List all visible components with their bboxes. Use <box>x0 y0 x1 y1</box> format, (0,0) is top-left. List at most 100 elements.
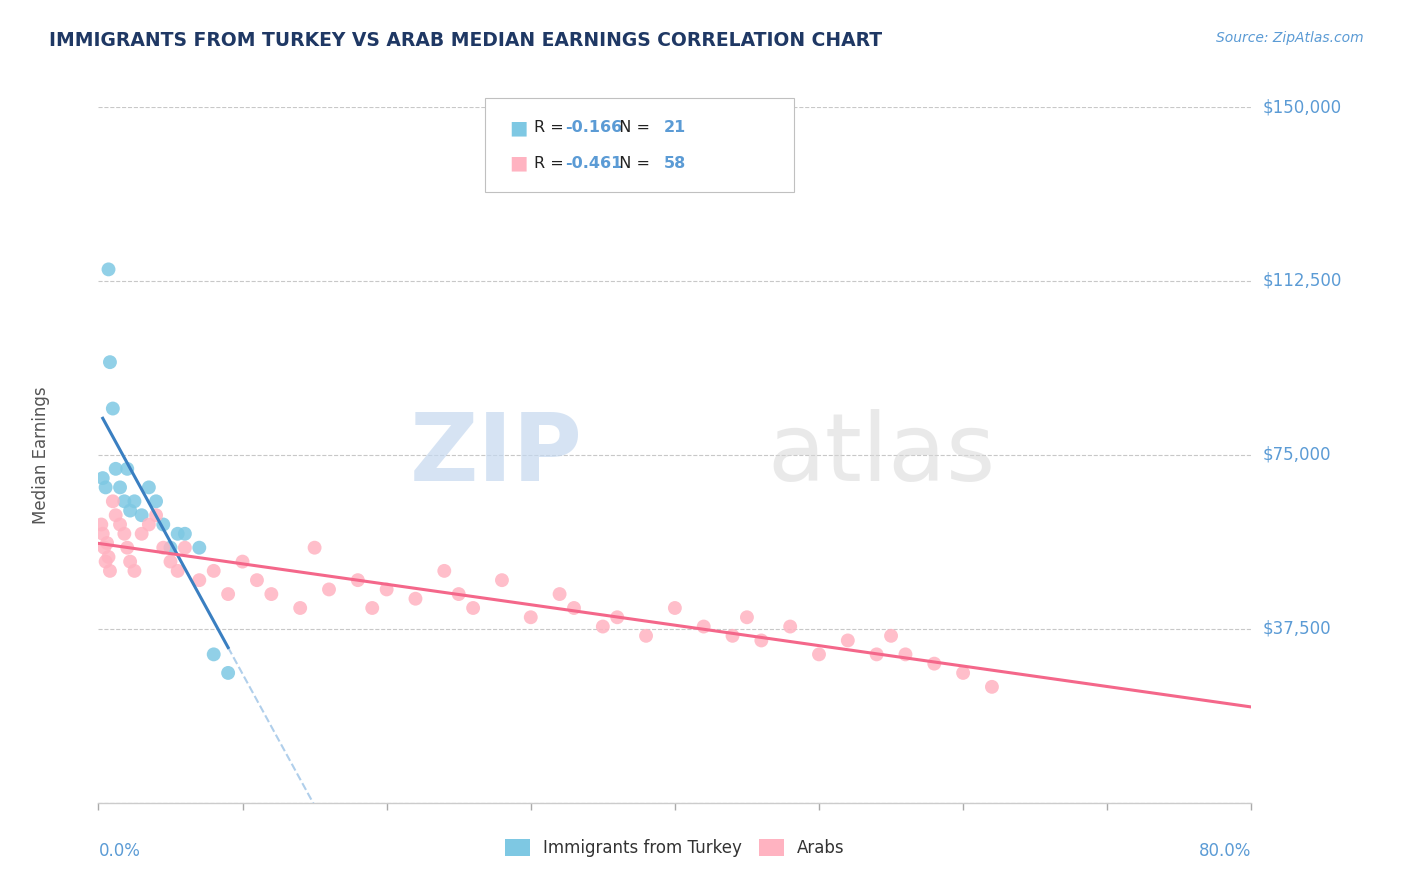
Point <box>735 610 758 624</box>
Point <box>152 541 174 555</box>
Point <box>90 517 112 532</box>
Point <box>174 541 197 555</box>
Text: ■: ■ <box>509 118 527 137</box>
Point <box>117 462 138 476</box>
Point <box>93 541 115 555</box>
Point <box>751 633 773 648</box>
Point <box>97 262 120 277</box>
Point <box>981 680 1004 694</box>
Text: Median Earnings: Median Earnings <box>32 386 49 524</box>
Point <box>548 587 571 601</box>
Point <box>120 503 142 517</box>
Point <box>260 587 283 601</box>
Point <box>924 657 946 671</box>
Point <box>188 541 211 555</box>
Point <box>721 629 744 643</box>
Point <box>174 526 197 541</box>
Point <box>433 564 456 578</box>
Point <box>246 573 269 587</box>
Point <box>124 494 146 508</box>
Point <box>290 601 312 615</box>
Point <box>231 555 254 569</box>
Text: 58: 58 <box>664 156 686 170</box>
Text: $150,000: $150,000 <box>1263 98 1341 116</box>
Point <box>202 564 225 578</box>
Point <box>952 665 974 680</box>
Text: N =: N = <box>609 120 655 135</box>
Point <box>166 564 188 578</box>
Text: R =: R = <box>534 120 569 135</box>
Point <box>562 601 585 615</box>
Point <box>361 601 384 615</box>
Point <box>606 610 628 624</box>
Point <box>636 629 658 643</box>
Point <box>138 517 160 532</box>
Point <box>145 494 167 508</box>
Point <box>865 648 889 662</box>
Point <box>592 619 614 633</box>
Point <box>104 462 127 476</box>
Legend: Immigrants from Turkey, Arabs: Immigrants from Turkey, Arabs <box>498 832 852 864</box>
Point <box>98 564 121 578</box>
Point <box>159 541 181 555</box>
Point <box>94 555 117 569</box>
Point <box>188 573 211 587</box>
Text: ZIP: ZIP <box>409 409 582 501</box>
Text: 0.0%: 0.0% <box>98 842 141 860</box>
Text: -0.166: -0.166 <box>565 120 623 135</box>
Text: atlas: atlas <box>768 409 995 501</box>
Point <box>120 555 142 569</box>
Point <box>491 573 513 587</box>
Point <box>91 526 114 541</box>
Point <box>145 508 167 523</box>
Point <box>880 629 903 643</box>
Point <box>217 587 239 601</box>
Point <box>837 633 859 648</box>
Point <box>138 480 160 494</box>
Point <box>104 508 127 523</box>
Point <box>318 582 340 597</box>
Point <box>96 536 118 550</box>
Text: IMMIGRANTS FROM TURKEY VS ARAB MEDIAN EARNINGS CORRELATION CHART: IMMIGRANTS FROM TURKEY VS ARAB MEDIAN EA… <box>49 31 883 50</box>
Text: R =: R = <box>534 156 569 170</box>
Point <box>375 582 398 597</box>
Point <box>131 508 153 523</box>
Point <box>166 526 188 541</box>
Point <box>304 541 326 555</box>
Point <box>807 648 830 662</box>
Text: Source: ZipAtlas.com: Source: ZipAtlas.com <box>1216 31 1364 45</box>
Point <box>94 480 117 494</box>
Text: $75,000: $75,000 <box>1263 446 1331 464</box>
Point <box>131 526 153 541</box>
Point <box>693 619 716 633</box>
Point <box>117 541 138 555</box>
Point <box>108 517 131 532</box>
Point <box>202 648 225 662</box>
Point <box>112 526 135 541</box>
Point <box>98 355 121 369</box>
Point <box>152 517 174 532</box>
Point <box>217 665 239 680</box>
Text: ■: ■ <box>509 153 527 173</box>
Point <box>405 591 427 606</box>
Text: N =: N = <box>609 156 655 170</box>
Text: -0.461: -0.461 <box>565 156 623 170</box>
Point <box>101 494 124 508</box>
Point <box>108 480 131 494</box>
Point <box>346 573 368 587</box>
Text: 21: 21 <box>664 120 686 135</box>
Point <box>97 549 120 564</box>
Point <box>894 648 917 662</box>
Point <box>124 564 146 578</box>
Point <box>664 601 686 615</box>
Point <box>159 555 181 569</box>
Point <box>461 601 484 615</box>
Point <box>112 494 135 508</box>
Point <box>520 610 543 624</box>
Text: 80.0%: 80.0% <box>1199 842 1251 860</box>
Point <box>101 401 124 416</box>
Text: $112,500: $112,500 <box>1263 272 1341 290</box>
Point <box>779 619 801 633</box>
Point <box>91 471 114 485</box>
Text: $37,500: $37,500 <box>1263 620 1331 638</box>
